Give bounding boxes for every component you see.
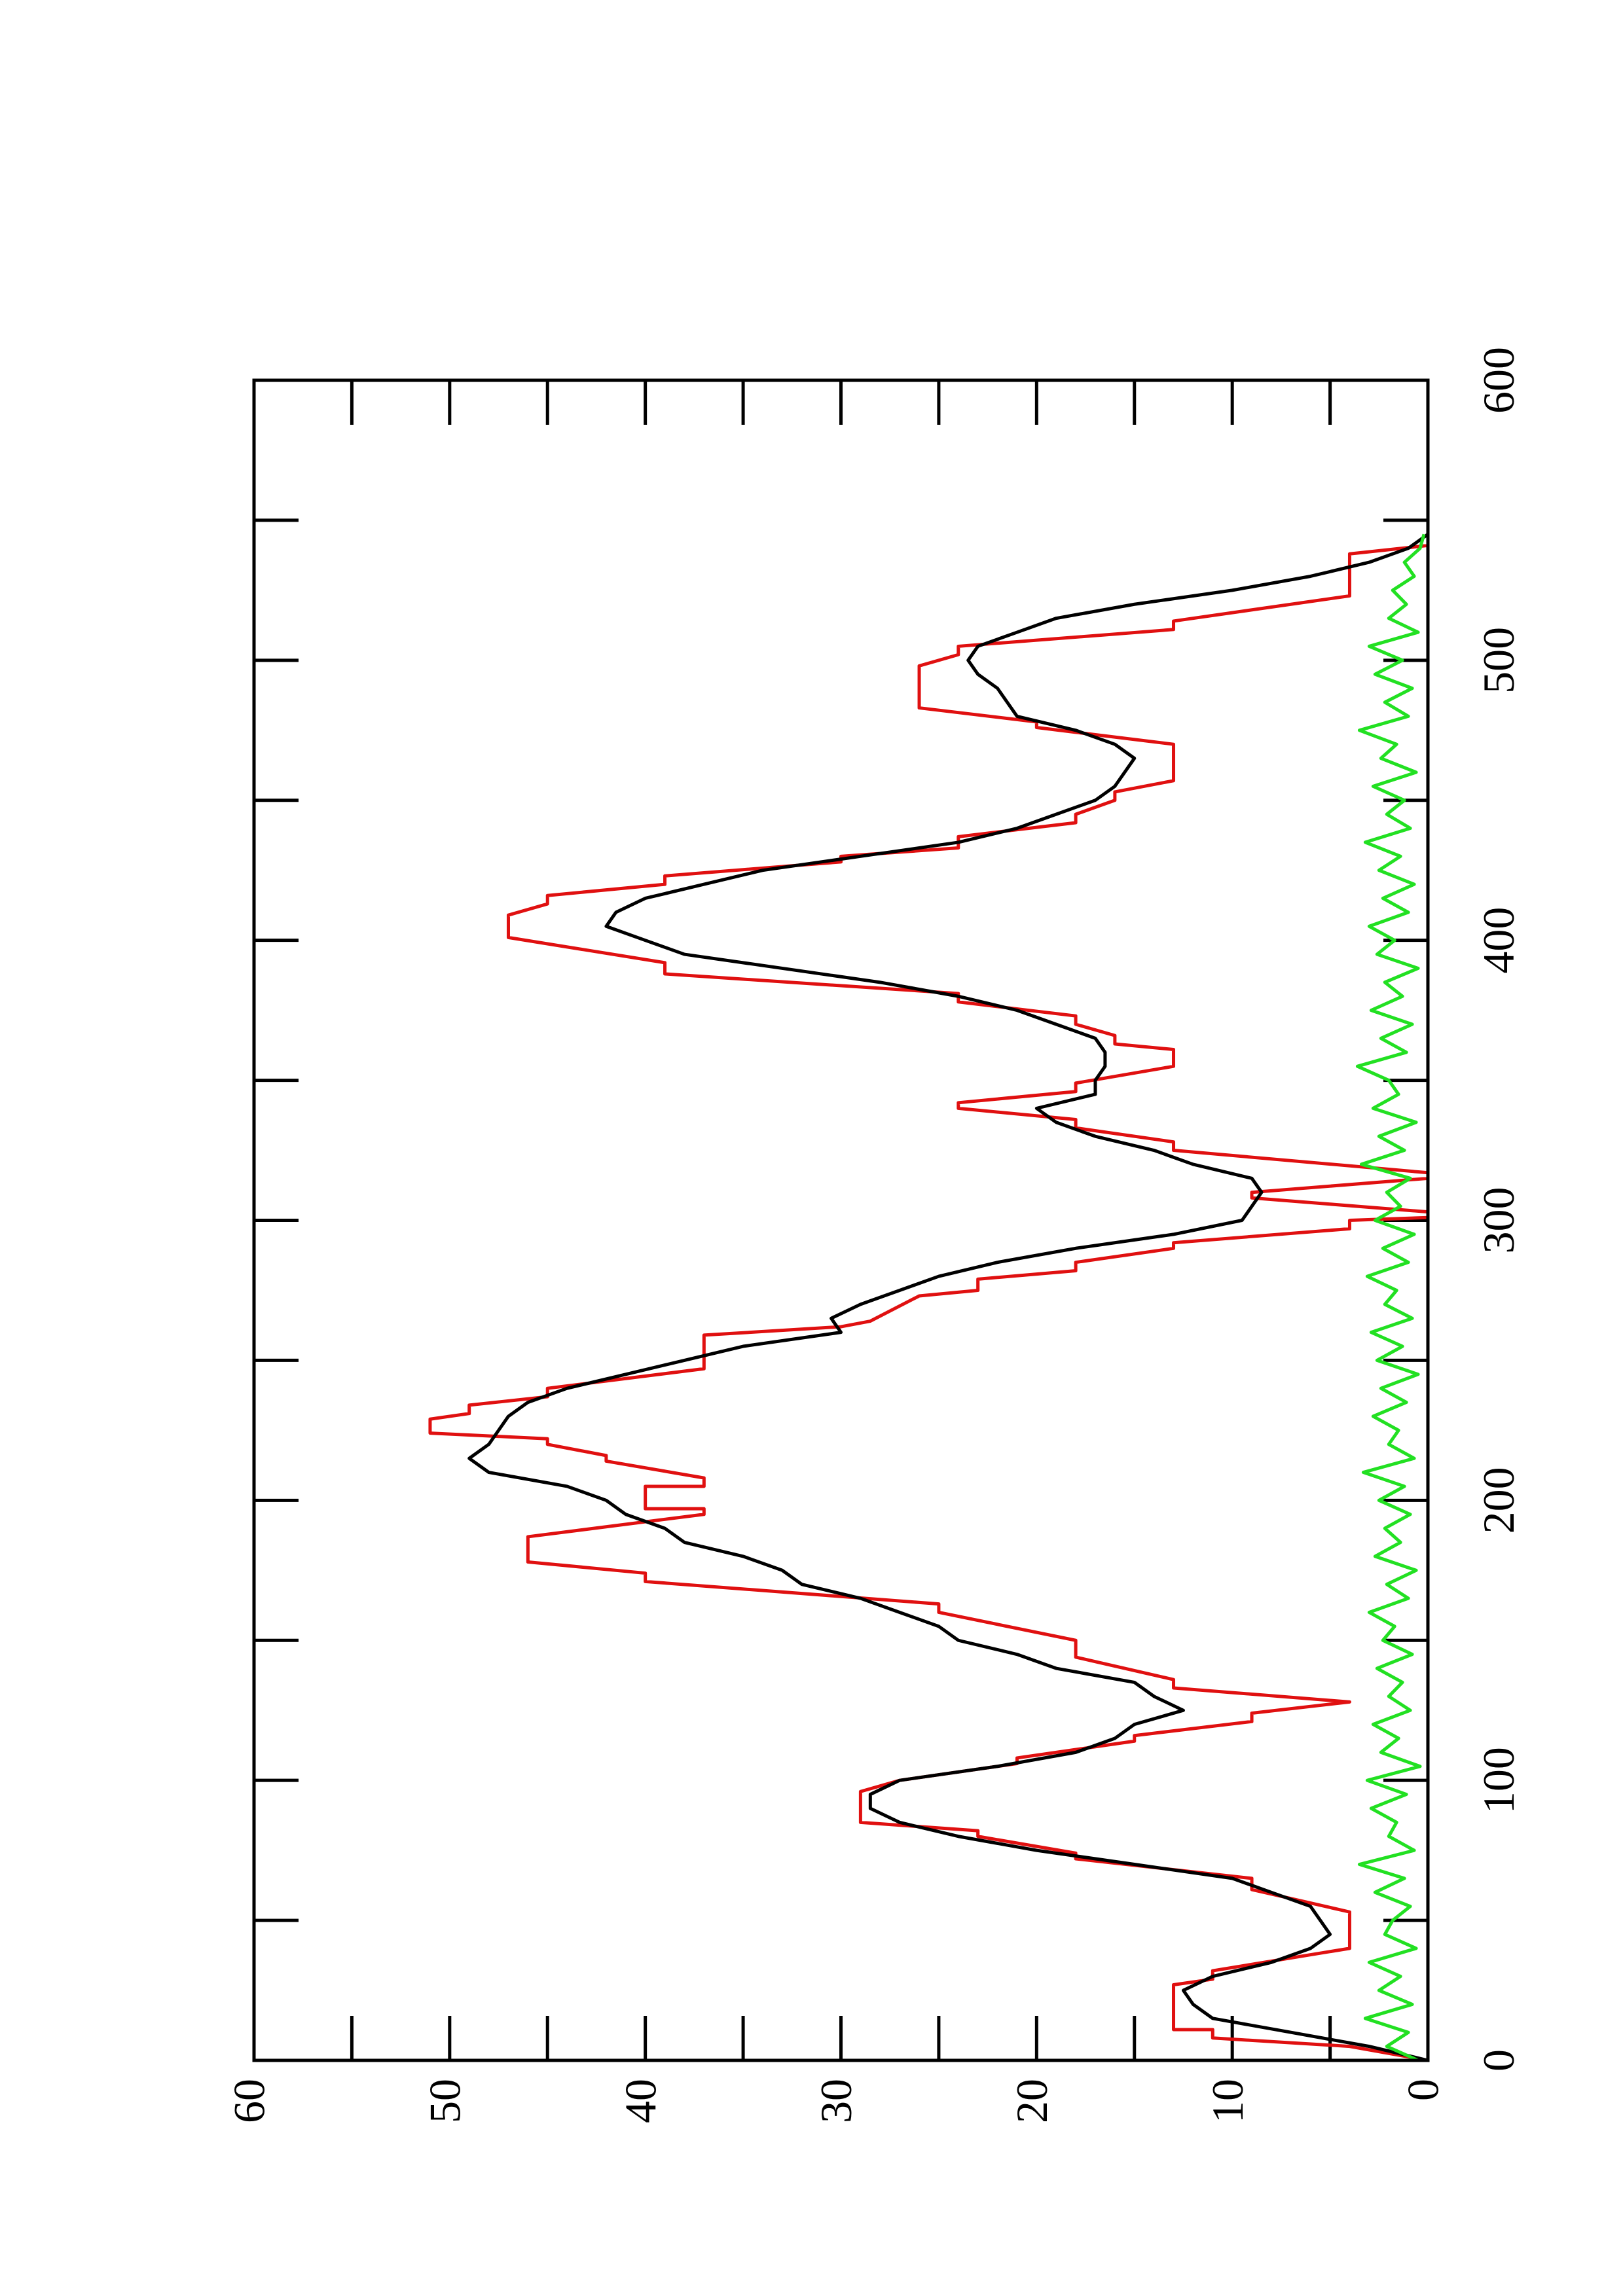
x-tick-label: 500 [1474,627,1523,694]
series-line [467,533,1429,2062]
x-tick-label: 0 [1474,2049,1523,2072]
y-tick-label: 0 [1398,2079,1448,2101]
x-tick-label: 400 [1474,907,1523,974]
y-tick-label: 60 [225,2079,274,2123]
x-tick-label: 600 [1474,347,1523,414]
y-tick-label: 40 [615,2079,665,2123]
y-tick-label: 10 [1203,2079,1252,2123]
y-tick-label: 50 [420,2079,469,2123]
x-tick-label: 300 [1474,1187,1523,1254]
y-tick-label: 20 [1007,2079,1057,2123]
x-tick-label: 100 [1474,1747,1523,1814]
series-line [1355,533,1426,2062]
plot-area: 0 100 200 300 400 500 600 0 10 20 30 40 50 60 [225,347,1523,2123]
y-tick-label: 30 [811,2079,861,2123]
x-tick-label: 200 [1474,1467,1523,1534]
plot-frame [252,378,1430,2062]
